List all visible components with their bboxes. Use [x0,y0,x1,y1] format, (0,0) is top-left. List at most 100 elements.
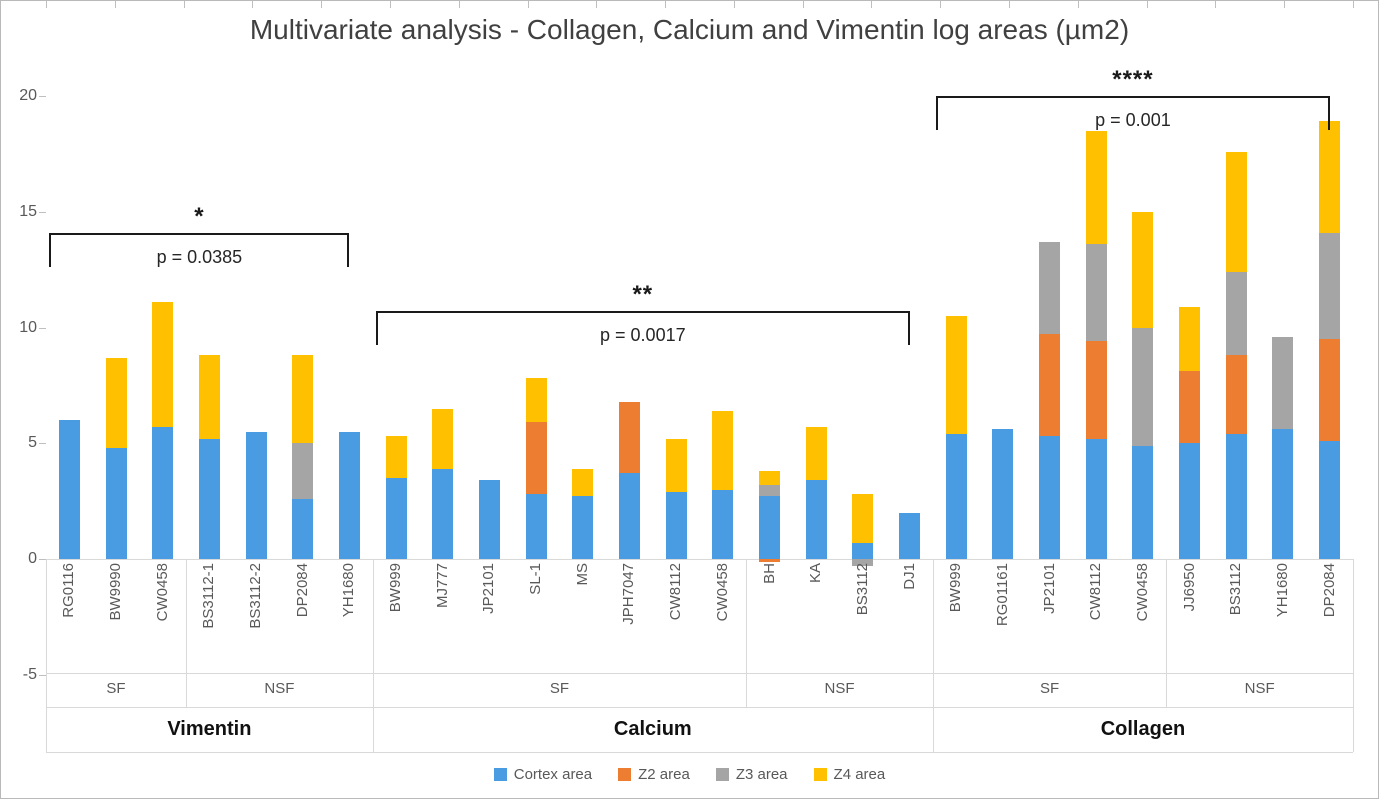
category-label: DP2084 [1320,563,1338,618]
significance-stars: ** [632,281,654,309]
category-label: JP2101 [480,563,498,614]
subgroup-divider [746,559,748,707]
group-label: Calcium [613,718,692,740]
bar-segment-z3 [1225,271,1247,356]
category-label: BS3112 [1227,563,1245,616]
top-tick [252,1,254,8]
bar-segment-z4 [572,468,594,497]
bar-segment-cortex [292,498,314,559]
subgroup-label: NSF [1244,680,1275,697]
bar-segment-cortex [1039,436,1061,559]
top-tick [733,1,735,8]
bracket-cap-left [936,96,939,130]
bar-segment-z2 [618,401,640,474]
bar-segment-cortex [992,429,1014,559]
bar-segment-z2 [1179,371,1201,444]
category-label: JPH7047 [620,563,638,625]
bar-segment-cortex [432,468,454,559]
bar-segment-cortex [385,477,407,559]
p-value-label: p = 0.0017 [600,325,686,346]
bar-segment-z4 [1179,306,1201,372]
legend-label: Z2 area [638,766,690,783]
bar-segment-z2 [525,422,547,495]
top-tick [114,1,116,8]
bar-segment-cortex [1132,445,1154,559]
bar-segment-cortex [1272,429,1294,559]
top-tick [1146,1,1148,8]
group-divider [372,559,374,752]
bar-segment-z2 [1085,341,1107,439]
bar-segment-cortex [1085,438,1107,559]
significance-stars: **** [1112,66,1154,93]
category-label: DP2084 [293,563,311,618]
y-tick-label: 5 [28,434,37,452]
bracket-cap-left [49,232,52,267]
top-tick [802,1,804,8]
top-tick [1077,1,1079,8]
bar-segment-cortex [245,431,267,559]
subgroup-label: SF [549,680,570,697]
group-label: Collagen [1100,718,1186,740]
bar-segment-cortex [618,473,640,559]
category-label: CW0458 [153,563,171,622]
group-divider [932,559,934,752]
bar-segment-cortex [152,427,174,559]
bar-segment-z3 [1085,244,1107,342]
bar-segment-cortex [1319,440,1341,559]
legend-item-1: Cortex area [493,766,592,783]
bracket-cap-right [347,232,350,267]
y-tick [39,211,46,213]
top-tick [389,1,391,8]
bar-segment-z4 [292,355,314,444]
bar-segment-z4 [105,357,127,448]
top-tick [321,1,323,8]
bar-segment-z4 [525,378,547,423]
bar-segment-z3 [1272,336,1294,430]
bar-segment-z2 [1225,355,1247,434]
top-tick [665,1,667,8]
category-label: RG0116 [60,563,78,618]
group-divider [1353,559,1354,752]
p-value-label: p = 0.0385 [156,246,243,267]
top-tick [940,1,942,8]
category-label: KA [807,563,825,584]
bar-segment-cortex [945,433,967,559]
bar-segment-cortex [899,512,921,559]
bar-segment-z2 [1039,334,1061,437]
y-tick [39,96,46,97]
top-tick [1353,1,1354,8]
bar-segment-z4 [945,315,967,434]
legend-swatch-icon [618,768,632,781]
category-label: YH1680 [340,563,358,618]
bar-segment-cortex [338,431,360,559]
bar-segment-cortex [478,480,500,559]
bar-segment-z3 [1132,327,1154,446]
label-row-bottom-line [46,752,1353,753]
category-label: BH [760,563,778,584]
significance-stars: * [194,202,205,230]
bar-segment-cortex [665,491,687,559]
bar-segment-z4 [805,427,827,481]
bar-segment-z4 [665,438,687,492]
top-tick [527,1,529,8]
bar-segment-z3 [1039,241,1061,335]
category-label: JP2101 [1040,563,1058,614]
category-label: RG01161 [993,563,1011,627]
category-label: BS3112-1 [200,563,218,629]
legend-item-4: Z4 area [813,766,885,783]
y-tick-label: 0 [28,550,37,567]
top-tick [871,1,873,8]
subgroup-divider [1166,559,1168,707]
axis-edge-left [46,559,47,752]
category-label: CW0458 [713,563,731,622]
y-tick-label: -5 [22,665,37,683]
bar-segment-z3 [292,443,314,499]
top-tick [1215,1,1217,8]
category-label: CW8112 [1087,563,1105,621]
y-tick-label: 20 [19,87,37,104]
bar-segment-z3 [1319,232,1341,340]
category-label: BW999 [947,563,965,613]
y-tick [39,327,46,329]
